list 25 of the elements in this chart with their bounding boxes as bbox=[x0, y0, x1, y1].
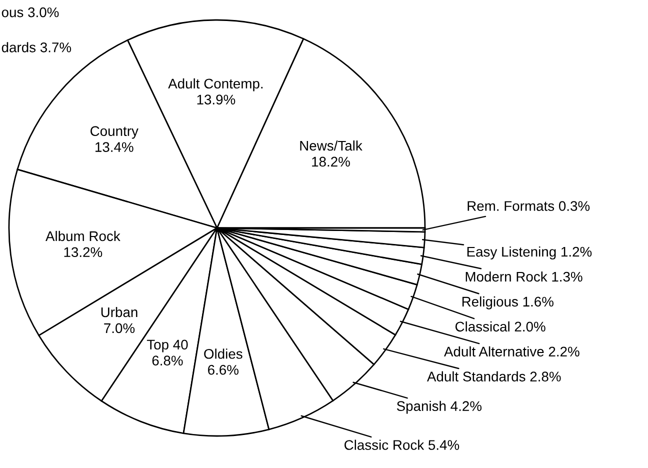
slice-label: Adult Standards 2.8% bbox=[426, 371, 561, 382]
slice-label: Adult Contemp. bbox=[168, 78, 263, 92]
slice-label: Country bbox=[90, 126, 138, 139]
slice-label: Album Rock bbox=[46, 230, 120, 242]
slice-label: Easy Listening 1.2% bbox=[467, 246, 592, 260]
slice-label: Top 40 bbox=[146, 340, 188, 352]
slice-label: Classic Rock 5.4% bbox=[344, 440, 460, 450]
slice-label: Religious 1.6% bbox=[462, 296, 554, 310]
data-label: 13.9% bbox=[197, 94, 236, 105]
data-label: 6.8% bbox=[152, 356, 183, 366]
slice-label: Classical 2.0% bbox=[455, 321, 546, 332]
data-label: 6.6% bbox=[208, 364, 238, 375]
text: ous 3.0% bbox=[2, 7, 59, 18]
data-label: 13.2% bbox=[64, 247, 102, 258]
slice-label: Adult Alternative 2.2% bbox=[444, 346, 580, 357]
slice-label: News/Talk bbox=[300, 140, 362, 151]
data-label: 18.2% bbox=[312, 156, 350, 167]
slice-label: Spanish 4.2% bbox=[396, 400, 482, 414]
data-label: 7.0% bbox=[104, 323, 135, 334]
slice-label: Oldies bbox=[204, 348, 242, 359]
slice-label: Modern Rock 1.3% bbox=[466, 271, 582, 282]
text: dards 3.7% bbox=[2, 42, 72, 52]
slice-label: Urban bbox=[101, 306, 138, 318]
data-label: 13.4% bbox=[96, 142, 134, 152]
slice-label: Rem. Formats 0.3% bbox=[468, 201, 590, 211]
